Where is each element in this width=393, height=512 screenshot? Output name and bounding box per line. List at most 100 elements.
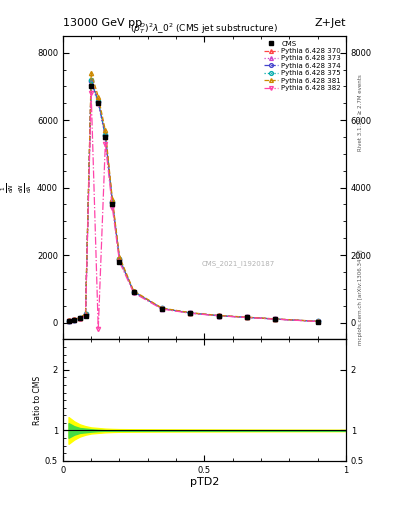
Pythia 6.428 374 [216, 312, 221, 318]
Pythia 6.428 374 [131, 289, 136, 295]
Pythia 6.428 370 [117, 255, 122, 262]
Pythia 6.428 375 [160, 305, 164, 311]
Pythia 6.428 382 [131, 290, 136, 296]
Pythia 6.428 382 [117, 259, 122, 265]
Pythia 6.428 381 [72, 316, 77, 323]
Pythia 6.428 382 [273, 316, 277, 322]
Pythia 6.428 375 [89, 77, 94, 83]
Pythia 6.428 374 [160, 305, 164, 311]
Pythia 6.428 381 [96, 94, 101, 100]
Pythia 6.428 370 [160, 305, 164, 311]
Pythia 6.428 370 [131, 288, 136, 294]
Pythia 6.428 382 [188, 310, 193, 316]
Line: Pythia 6.428 381: Pythia 6.428 381 [66, 71, 320, 323]
CMS [117, 259, 122, 265]
Pythia 6.428 382 [72, 317, 77, 323]
Pythia 6.428 382 [103, 141, 108, 147]
Pythia 6.428 370 [188, 310, 193, 316]
Pythia 6.428 382 [244, 314, 249, 321]
CMS [96, 100, 101, 106]
Line: CMS: CMS [66, 84, 320, 324]
Pythia 6.428 381 [103, 127, 108, 133]
CMS [66, 318, 71, 324]
Line: Pythia 6.428 373: Pythia 6.428 373 [66, 81, 320, 324]
CMS [315, 318, 320, 325]
CMS [89, 83, 94, 90]
Pythia 6.428 373 [72, 316, 77, 323]
Line: Pythia 6.428 382: Pythia 6.428 382 [66, 91, 320, 331]
Pythia 6.428 373 [188, 310, 193, 316]
Pythia 6.428 382 [315, 318, 320, 325]
X-axis label: pTD2: pTD2 [190, 477, 219, 487]
Pythia 6.428 381 [89, 70, 94, 76]
Pythia 6.428 370 [216, 312, 221, 318]
Pythia 6.428 373 [83, 311, 88, 317]
Pythia 6.428 370 [77, 315, 82, 321]
CMS [103, 134, 108, 140]
Pythia 6.428 382 [83, 313, 88, 319]
Pythia 6.428 374 [188, 310, 193, 316]
Pythia 6.428 382 [110, 205, 115, 211]
Pythia 6.428 374 [96, 98, 101, 104]
Pythia 6.428 370 [110, 198, 115, 204]
Pythia 6.428 381 [188, 310, 193, 316]
CMS [72, 317, 77, 323]
Pythia 6.428 373 [315, 318, 320, 325]
Pythia 6.428 382 [160, 306, 164, 312]
CMS [216, 313, 221, 319]
Pythia 6.428 382 [216, 313, 221, 319]
Pythia 6.428 373 [131, 289, 136, 295]
Pythia 6.428 370 [66, 317, 71, 324]
CMS [160, 306, 164, 312]
Pythia 6.428 370 [315, 318, 320, 325]
Pythia 6.428 382 [89, 90, 94, 96]
Line: Pythia 6.428 374: Pythia 6.428 374 [66, 79, 320, 324]
Pythia 6.428 375 [110, 199, 115, 205]
CMS [273, 316, 277, 322]
Pythia 6.428 381 [160, 305, 164, 311]
Pythia 6.428 381 [66, 317, 71, 324]
Pythia 6.428 375 [216, 312, 221, 318]
Pythia 6.428 374 [273, 316, 277, 322]
Pythia 6.428 374 [77, 315, 82, 322]
Pythia 6.428 381 [117, 253, 122, 260]
Pythia 6.428 375 [188, 310, 193, 316]
Pythia 6.428 373 [66, 317, 71, 324]
Pythia 6.428 381 [77, 315, 82, 321]
Pythia 6.428 373 [273, 316, 277, 322]
Pythia 6.428 374 [110, 199, 115, 205]
Pythia 6.428 370 [103, 131, 108, 137]
Pythia 6.428 381 [273, 316, 277, 322]
Legend: CMS, Pythia 6.428 370, Pythia 6.428 373, Pythia 6.428 374, Pythia 6.428 375, Pyt: CMS, Pythia 6.428 370, Pythia 6.428 373,… [263, 39, 342, 93]
Line: Pythia 6.428 375: Pythia 6.428 375 [66, 78, 320, 324]
Pythia 6.428 375 [96, 98, 101, 104]
Pythia 6.428 373 [160, 306, 164, 312]
Text: mcplots.cern.ch [arXiv:1306.3436]: mcplots.cern.ch [arXiv:1306.3436] [358, 249, 363, 345]
Pythia 6.428 373 [96, 100, 101, 106]
Pythia 6.428 374 [83, 311, 88, 317]
Pythia 6.428 374 [89, 78, 94, 84]
Pythia 6.428 375 [244, 314, 249, 321]
Title: $(p_T^D)^2\lambda\_0^2$ (CMS jet substructure): $(p_T^D)^2\lambda\_0^2$ (CMS jet substru… [130, 21, 278, 36]
Pythia 6.428 374 [66, 317, 71, 324]
Pythia 6.428 373 [117, 257, 122, 263]
CMS [83, 313, 88, 319]
Pythia 6.428 375 [131, 289, 136, 295]
Pythia 6.428 374 [72, 316, 77, 323]
Pythia 6.428 381 [83, 311, 88, 317]
Pythia 6.428 375 [103, 132, 108, 138]
Pythia 6.428 370 [244, 314, 249, 321]
Pythia 6.428 375 [117, 256, 122, 262]
Pythia 6.428 370 [72, 316, 77, 323]
Pythia 6.428 374 [315, 318, 320, 325]
CMS [131, 289, 136, 295]
Y-axis label: Ratio to CMS: Ratio to CMS [33, 375, 42, 424]
Pythia 6.428 373 [110, 200, 115, 206]
Pythia 6.428 375 [77, 315, 82, 321]
Pythia 6.428 382 [96, 326, 101, 332]
Pythia 6.428 370 [89, 77, 94, 83]
Line: Pythia 6.428 370: Pythia 6.428 370 [66, 78, 320, 324]
Text: 13000 GeV pp: 13000 GeV pp [63, 18, 142, 28]
Pythia 6.428 381 [315, 318, 320, 324]
CMS [188, 310, 193, 316]
